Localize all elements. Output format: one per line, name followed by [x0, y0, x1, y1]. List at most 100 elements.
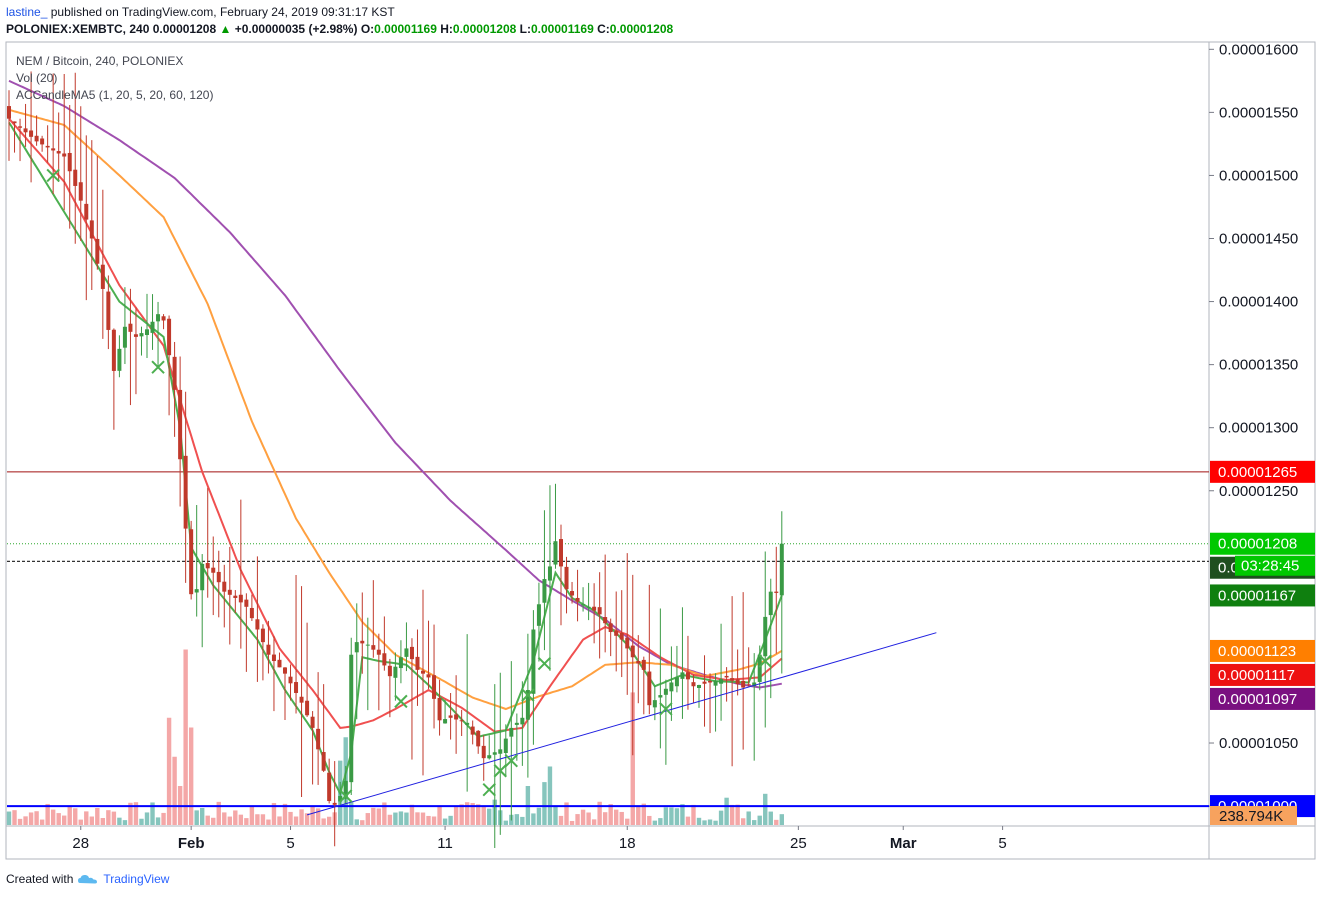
candle-body	[575, 597, 580, 602]
candle-body	[255, 619, 260, 630]
candle-body	[597, 607, 602, 615]
price-label: 0.00001265	[1210, 460, 1315, 483]
candle-body	[398, 657, 403, 669]
price-label-bg	[1210, 639, 1315, 662]
candle-body	[316, 728, 321, 750]
volume-bar	[575, 814, 580, 825]
price-label-text: 0.00001117	[1218, 667, 1295, 684]
candle-body	[161, 316, 166, 321]
volume-bar	[464, 802, 470, 825]
volume-bar	[542, 782, 547, 825]
candle-body	[669, 682, 674, 692]
volume-bar	[536, 807, 542, 825]
publication-header: lastine_ published on TradingView.com, F…	[6, 5, 395, 19]
candle-body	[216, 571, 221, 583]
volume-bar	[614, 809, 619, 825]
volume-bar	[636, 805, 641, 825]
volume-bar	[470, 803, 475, 825]
volume-bar	[591, 819, 597, 825]
author-link[interactable]: lastine_	[6, 5, 48, 19]
volume-bar	[398, 811, 404, 825]
volume-bar	[674, 808, 680, 825]
candle-body	[172, 356, 177, 390]
price-label-text: 0.00001167	[1218, 587, 1296, 604]
candle-body	[603, 617, 608, 624]
volume-bar	[321, 818, 326, 825]
candle-body	[178, 389, 183, 460]
volume-bar	[315, 808, 321, 825]
candle-body	[724, 675, 729, 678]
cross-stroke	[504, 753, 519, 768]
candle-body	[492, 752, 497, 755]
candle-body	[432, 675, 437, 699]
candle-body	[150, 321, 155, 333]
price-label-bg	[1210, 663, 1315, 686]
candle-body	[283, 667, 287, 674]
volume-bar	[260, 814, 266, 825]
volume-bar	[277, 816, 282, 825]
candle-body	[774, 591, 779, 593]
volume-bar	[757, 815, 762, 825]
countdown-bg	[1235, 555, 1315, 576]
candle-body	[156, 314, 161, 322]
volume-bar	[448, 815, 453, 825]
candle-body	[244, 599, 249, 607]
price-labels: 0.000012650.000012080.000011940.00001167…	[1210, 460, 1315, 825]
candle-body	[779, 543, 784, 596]
volume-bar	[779, 814, 784, 825]
volume-bar	[481, 806, 486, 825]
time-tick-label: 5	[286, 835, 294, 852]
candle-body	[619, 632, 624, 640]
cross-stroke	[537, 656, 552, 671]
candle-body	[51, 148, 56, 151]
candle-body	[7, 106, 11, 119]
candle-body	[78, 182, 83, 201]
cross-marker	[659, 702, 673, 716]
candle-body	[133, 334, 138, 337]
close-value: 0.00001208	[609, 22, 674, 36]
candle-body	[768, 591, 773, 616]
candle-body	[238, 594, 243, 603]
volume-bar	[117, 817, 122, 825]
candle-body	[393, 666, 398, 678]
volume-bar	[718, 810, 724, 825]
cross-stroke	[394, 694, 408, 709]
volume-bar	[166, 717, 172, 825]
cross-marker	[46, 168, 60, 183]
candle-body	[62, 153, 67, 157]
volume-bar	[172, 756, 177, 825]
price-label-bg	[1210, 532, 1315, 555]
cross-stroke	[493, 764, 507, 778]
last-price: 0.00001208	[152, 22, 217, 36]
candle-body	[271, 654, 276, 662]
volume-bar	[354, 819, 359, 825]
time-tick-label: 18	[619, 835, 636, 852]
candle-body	[542, 579, 547, 603]
volume-bar	[431, 816, 437, 825]
candle-body	[111, 329, 116, 371]
cross-marker	[339, 789, 353, 803]
volume-bar	[740, 818, 746, 825]
time-tick-label: Mar	[890, 835, 917, 852]
volume-bar	[459, 804, 464, 825]
volume-bar	[56, 813, 61, 825]
volume-bar	[724, 797, 729, 825]
volume-bar	[62, 815, 67, 825]
volume-bar	[310, 806, 315, 825]
candle-body	[327, 772, 332, 802]
price-label-text: 0.00001123	[1218, 643, 1296, 660]
volume-bar	[200, 807, 205, 825]
candles	[7, 71, 784, 849]
volume-bar	[763, 793, 768, 825]
tradingview-link[interactable]: TradingView	[103, 872, 170, 886]
candle-body	[194, 589, 199, 593]
price-label: 0.00001117	[1210, 663, 1315, 686]
cross-marker	[537, 656, 552, 671]
candle-body	[106, 291, 111, 330]
volume-bar	[442, 818, 448, 825]
candle-body	[18, 126, 23, 128]
candle-body	[674, 677, 679, 687]
close-label: C:	[597, 22, 610, 36]
volume-bar	[487, 808, 492, 825]
